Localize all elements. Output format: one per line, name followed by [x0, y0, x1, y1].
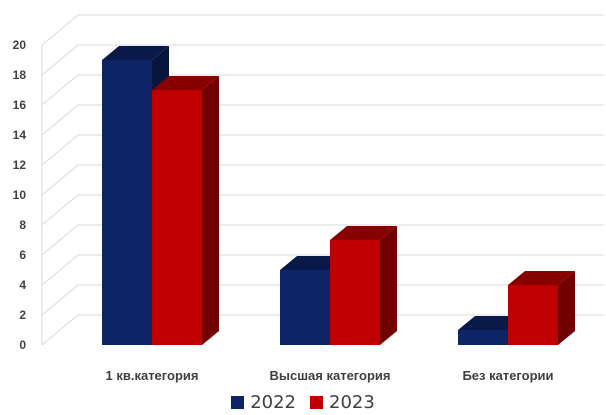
y-tick-label-9: 18 [13, 68, 27, 82]
bar-2023-0-side [202, 76, 219, 345]
x-tick-label-0: 1 кв.категория [106, 368, 199, 383]
gridline-diagonal-1 [41, 284, 79, 316]
y-tick-label-5: 10 [13, 188, 27, 202]
gridline-diagonal-6 [41, 134, 79, 166]
bar-2023-2 [508, 285, 558, 345]
legend-label-2022: 2022 [250, 392, 296, 413]
bar-2023-1 [330, 240, 380, 345]
gridline-diagonal-7 [41, 104, 79, 136]
legend-swatch-2023 [310, 396, 323, 409]
y-tick-label-8: 16 [13, 98, 27, 112]
y-tick-label-4: 8 [19, 218, 26, 232]
legend: 2022 2023 [0, 392, 606, 413]
bar-chart-3d: 0 2 4 6 8 10 12 14 16 18 20 1 кв.категория Высшая ка… [13, 14, 604, 383]
y-tick-label-10: 20 [13, 38, 27, 52]
bar-2023-1-side [380, 226, 397, 345]
x-tick-label-1: Высшая категория [269, 368, 390, 383]
x-tick-label-2: Без категории [462, 368, 553, 383]
bar-2022-0-top [102, 46, 169, 60]
bar-2023-2-side [558, 271, 575, 345]
y-tick-label-0: 0 [19, 338, 26, 352]
bar-2022-1 [280, 270, 330, 345]
bar-2023-0-top [152, 76, 219, 90]
bar-2022-0 [102, 60, 152, 345]
y-tick-label-1: 2 [19, 308, 26, 322]
y-tick-label-3: 6 [19, 248, 26, 262]
bar-2023-0 [152, 90, 202, 345]
legend-swatch-2022 [231, 396, 245, 409]
legend-label-2023: 2023 [329, 392, 375, 413]
y-tick-label-2: 4 [19, 278, 26, 292]
bar-2022-2 [458, 330, 508, 345]
gridline-diagonal-0 [41, 314, 79, 346]
legend-item-2023: 2023 [310, 392, 375, 413]
gridline-diagonal-4 [41, 194, 79, 226]
gridline-diagonal-9 [41, 44, 79, 76]
gridline-diagonal-10 [41, 14, 79, 46]
y-tick-label-7: 14 [13, 128, 27, 142]
gridline-diagonal-5 [41, 164, 79, 196]
legend-item-2022: 2022 [231, 392, 296, 413]
gridline-diagonal-2 [41, 254, 79, 286]
gridline-diagonal-3 [41, 224, 79, 256]
bar-2023-1-top [330, 226, 397, 240]
bar-2023-2-top [508, 271, 575, 285]
gridline-diagonal-8 [41, 74, 79, 106]
y-tick-label-6: 12 [13, 158, 27, 172]
